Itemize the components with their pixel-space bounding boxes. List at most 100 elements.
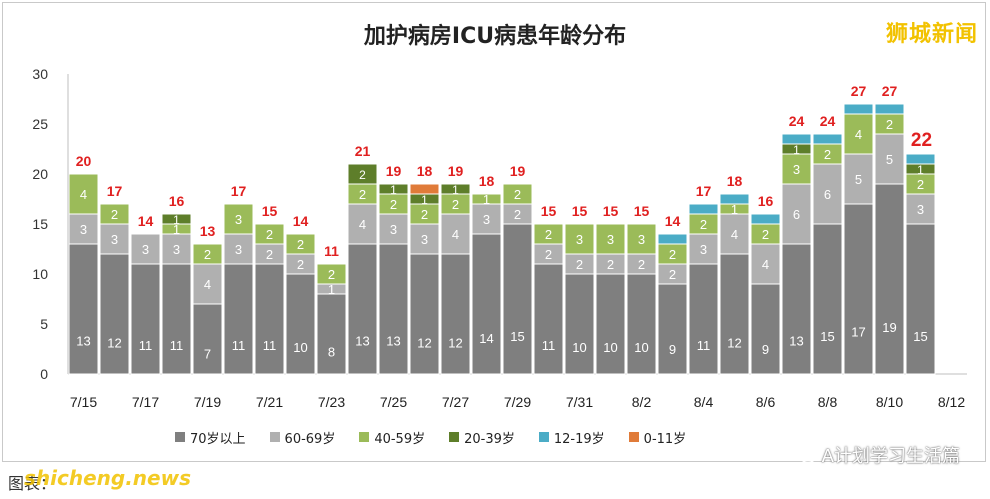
segment-label: 15 [820, 329, 834, 344]
segment-label: 3 [111, 232, 118, 247]
legend-item: 0-11岁 [628, 428, 686, 447]
legend-swatch [175, 432, 185, 442]
total-label: 19 [386, 163, 402, 179]
legend-swatch [628, 432, 639, 442]
bar-segment [874, 103, 905, 115]
x-tick-label: 8/10 [876, 394, 903, 410]
account-name: A计划学习生活篇 [821, 446, 960, 467]
segment-label: 2 [266, 227, 273, 242]
segment-label: 2 [607, 257, 614, 272]
segment-label: 11 [139, 338, 153, 353]
x-tick-label: 8/2 [632, 394, 652, 410]
segment-label: 5 [855, 172, 862, 187]
segment-label: 4 [762, 257, 769, 272]
x-tick-label: 7/29 [504, 394, 531, 410]
y-tick-label: 25 [32, 116, 48, 132]
legend-swatch [269, 432, 280, 442]
total-label: 17 [696, 183, 712, 199]
total-label: 15 [603, 203, 619, 219]
segment-label: 12 [448, 336, 462, 351]
total-label: 14 [293, 213, 309, 229]
segment-label: 3 [607, 232, 614, 247]
bar-segment [595, 273, 626, 375]
bar-segment [316, 263, 347, 285]
y-tick-label: 30 [32, 66, 48, 82]
segment-label: 13 [355, 333, 369, 348]
bar-segment [254, 223, 285, 245]
segment-label: 3 [483, 212, 490, 227]
legend-label: 20-39岁 [464, 431, 515, 447]
total-label: 24 [789, 113, 805, 129]
bar-segment [874, 183, 905, 375]
x-tick-label: 8/8 [818, 394, 838, 410]
segment-label: 1 [390, 183, 397, 197]
segment-label: 2 [824, 147, 831, 162]
bar-segment [192, 303, 223, 375]
segment-label: 7 [204, 347, 211, 362]
bar-segment [781, 183, 812, 245]
x-tick-label: 8/4 [694, 394, 714, 410]
x-tick-label: 7/25 [380, 394, 407, 410]
bar-segment [812, 163, 843, 225]
segment-label: 17 [851, 325, 865, 340]
chart-title: 加护病房ICU病患年龄分布 [363, 24, 627, 49]
total-label: 17 [231, 183, 247, 199]
bar-segment [874, 133, 905, 185]
bar-segment [68, 213, 99, 245]
bar-segment [502, 223, 533, 375]
segment-label: 2 [886, 117, 893, 132]
x-tick-label: 8/6 [756, 394, 776, 410]
bar-segment [719, 253, 750, 375]
segment-label: 2 [669, 267, 676, 282]
bar-segment [254, 263, 285, 375]
bar-segment [316, 293, 347, 375]
wechat-icon [791, 445, 816, 464]
legend-item: 40-59岁 [359, 428, 425, 447]
segment-label: 10 [572, 340, 586, 355]
source-label: 图表： [8, 474, 57, 493]
bar-segment [843, 113, 874, 155]
y-tick-label: 15 [32, 216, 48, 232]
segment-label: 2 [514, 187, 521, 202]
source-watermark: shicheng.news [24, 466, 191, 490]
segment-label: 2 [545, 247, 552, 262]
bar-segment [533, 263, 564, 375]
total-label: 17 [107, 183, 123, 199]
total-label: 15 [262, 203, 278, 219]
segment-label: 13 [76, 333, 90, 348]
segment-label: 1 [452, 183, 459, 197]
segment-label: 1 [173, 213, 180, 227]
y-tick-label: 10 [32, 266, 48, 282]
total-label: 27 [882, 83, 898, 99]
segment-label: 2 [576, 257, 583, 272]
total-label: 14 [138, 213, 154, 229]
bar-segment [285, 273, 316, 375]
segment-label: 2 [421, 207, 428, 222]
segment-label: 4 [80, 187, 87, 202]
bar-segment [626, 273, 657, 375]
segment-label: 6 [793, 207, 800, 222]
legend-swatch [449, 432, 460, 442]
bar-segment [192, 243, 223, 265]
bar-segment [595, 223, 626, 255]
segment-label: 4 [731, 227, 738, 242]
bar-segment [378, 243, 409, 375]
bar-segment [378, 213, 409, 245]
bar-segment [502, 183, 533, 205]
segment-label: 4 [359, 217, 366, 232]
bar-segment [781, 153, 812, 185]
segment-label: 2 [204, 247, 211, 262]
bar-segment [409, 253, 440, 375]
legend-swatch [538, 432, 549, 442]
segment-label: 1 [793, 143, 800, 157]
total-label: 11 [324, 243, 339, 259]
segment-label: 3 [638, 232, 645, 247]
segment-label: 3 [235, 242, 242, 257]
segment-label: 2 [328, 267, 335, 282]
bar-segment [471, 233, 502, 375]
x-tick-label: 8/12 [938, 394, 965, 410]
segment-label: 2 [545, 227, 552, 242]
bar-segment [440, 253, 471, 375]
chart-legend: 70岁以上 60-69岁 40-59岁 20-39岁 12-19岁 0-11岁 [175, 428, 686, 447]
segment-label: 15 [913, 329, 927, 344]
